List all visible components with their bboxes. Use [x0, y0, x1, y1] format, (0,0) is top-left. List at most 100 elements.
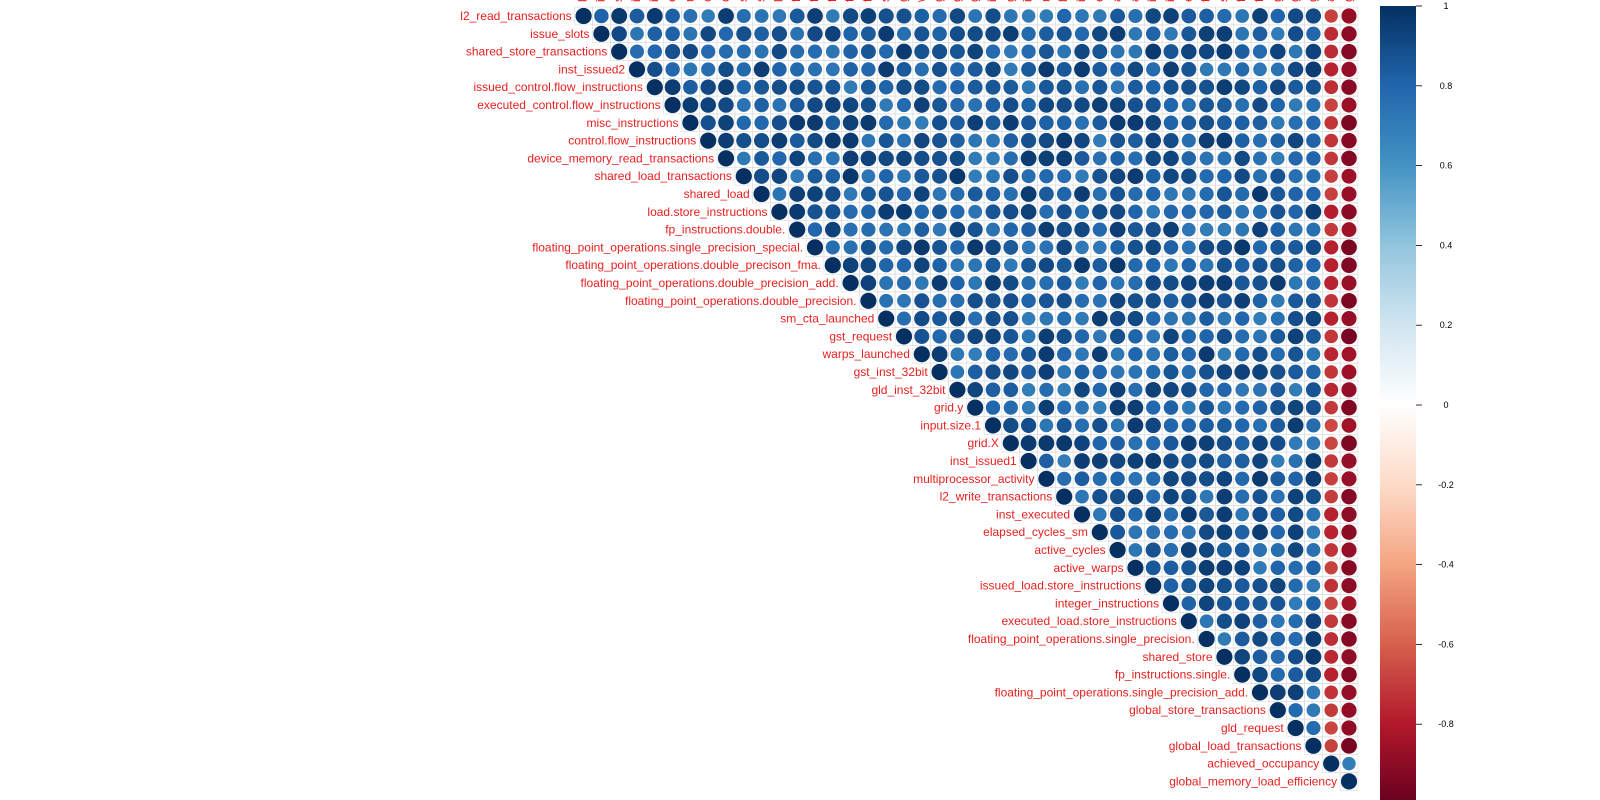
- correlation-circle: [1198, 363, 1215, 381]
- correlation-circle: [1180, 595, 1197, 612]
- correlation-circle: [1074, 400, 1090, 416]
- correlation-circle: [1340, 43, 1358, 60]
- correlation-circle: [1340, 150, 1358, 167]
- correlation-circle: [1215, 43, 1233, 61]
- correlation-circle: [1003, 186, 1019, 202]
- correlation-circle: [771, 150, 788, 167]
- correlation-circle: [1127, 328, 1144, 345]
- correlation-circle: [1270, 542, 1286, 558]
- correlation-circle: [985, 97, 1001, 113]
- row-label: shared_load: [684, 187, 750, 201]
- correlation-circle: [1162, 274, 1180, 292]
- correlation-circle: [1234, 631, 1251, 647]
- correlation-circle: [1199, 489, 1215, 505]
- correlation-circle: [931, 293, 948, 309]
- correlation-circle: [1198, 577, 1215, 594]
- correlation-circle: [788, 185, 806, 203]
- correlation-circle: [1181, 186, 1197, 202]
- correlation-circle: [1199, 613, 1215, 629]
- correlation-circle: [1180, 541, 1198, 559]
- correlation-circle: [1180, 577, 1197, 594]
- correlation-circle: [1287, 25, 1304, 43]
- correlation-circle: [896, 97, 912, 113]
- row-label: inst_issued2: [558, 62, 625, 76]
- correlation-circle: [1323, 275, 1339, 291]
- correlation-circle: [1234, 26, 1250, 42]
- correlation-circle: [1323, 222, 1339, 237]
- row-label: elapsed_cycles_sm: [983, 525, 1088, 539]
- correlation-circle: [806, 238, 824, 257]
- correlation-circle: [843, 79, 858, 95]
- correlation-circle: [1020, 114, 1037, 131]
- correlation-circle: [1038, 132, 1055, 149]
- correlation-circle: [1074, 489, 1090, 505]
- column-label: floating_point_operations.double_precisi…: [843, 0, 857, 2]
- correlation-circle: [825, 150, 841, 166]
- correlation-circle: [1323, 133, 1339, 149]
- correlation-circle: [1145, 328, 1161, 344]
- correlation-circle: [842, 114, 860, 132]
- correlation-circle: [1020, 417, 1037, 434]
- correlation-circle: [1340, 701, 1358, 719]
- correlation-circle: [1234, 435, 1251, 452]
- correlation-circle: [878, 79, 895, 96]
- correlation-circle: [1304, 60, 1322, 78]
- correlation-circle: [1038, 256, 1055, 274]
- correlation-circle: [1127, 150, 1144, 167]
- correlation-circle: [1216, 453, 1233, 469]
- correlation-circle: [1180, 8, 1197, 24]
- correlation-circle: [771, 78, 788, 96]
- correlation-circle: [860, 61, 877, 78]
- correlation-circle: [1162, 221, 1180, 239]
- correlation-circle: [1074, 328, 1090, 345]
- correlation-circle: [1305, 26, 1322, 42]
- correlation-circle: [1074, 239, 1090, 255]
- correlation-circle: [1091, 310, 1109, 328]
- correlation-circle: [1323, 26, 1339, 42]
- correlation-circle: [1234, 114, 1251, 131]
- correlation-circle: [967, 61, 984, 78]
- correlation-circle: [1251, 221, 1269, 239]
- correlation-circle: [1144, 292, 1162, 310]
- correlation-circle: [1269, 8, 1286, 24]
- grid-cell: [1339, 772, 1359, 791]
- correlation-circle: [842, 25, 859, 42]
- correlation-circle: [1288, 222, 1304, 238]
- correlation-circle: [1180, 612, 1198, 630]
- correlation-circle: [1340, 648, 1358, 666]
- correlation-circle: [1323, 542, 1339, 558]
- correlation-circle: [1287, 470, 1304, 487]
- correlation-circle: [806, 203, 824, 220]
- correlation-circle: [1216, 8, 1233, 24]
- correlation-circle: [1270, 524, 1286, 540]
- correlation-circle: [1323, 293, 1339, 309]
- correlation-circle: [682, 8, 698, 24]
- correlation-circle: [895, 7, 913, 25]
- correlation-circle: [1180, 292, 1197, 309]
- correlation-circle: [1340, 417, 1358, 434]
- correlation-circle: [1340, 132, 1358, 149]
- correlation-circle: [1340, 719, 1358, 737]
- correlation-circle: [1340, 238, 1358, 256]
- correlation-circle: [1198, 25, 1216, 43]
- correlation-circle: [1037, 327, 1055, 345]
- correlation-circle: [1073, 185, 1091, 203]
- correlation-circle: [1038, 114, 1055, 131]
- row-label: gld_inst_32bit: [871, 383, 946, 397]
- row-label: sm_cta_launched: [780, 312, 874, 326]
- correlation-circle: [1126, 488, 1144, 506]
- correlation-circle: [985, 133, 1001, 149]
- correlation-circle: [1340, 470, 1358, 487]
- correlation-circle: [1340, 630, 1358, 648]
- correlation-circle: [859, 114, 877, 132]
- correlation-circle: [1163, 417, 1179, 434]
- correlation-circle: [1092, 239, 1108, 255]
- row-label: executed_control.flow_instructions: [477, 98, 660, 112]
- correlation-circle: [1020, 275, 1037, 291]
- correlation-circle: [878, 7, 895, 25]
- correlation-circle: [984, 310, 1002, 327]
- correlation-circle: [1252, 204, 1268, 220]
- correlation-circle: [1234, 43, 1251, 60]
- correlation-circle: [1091, 168, 1108, 185]
- correlation-circle: [1180, 25, 1197, 42]
